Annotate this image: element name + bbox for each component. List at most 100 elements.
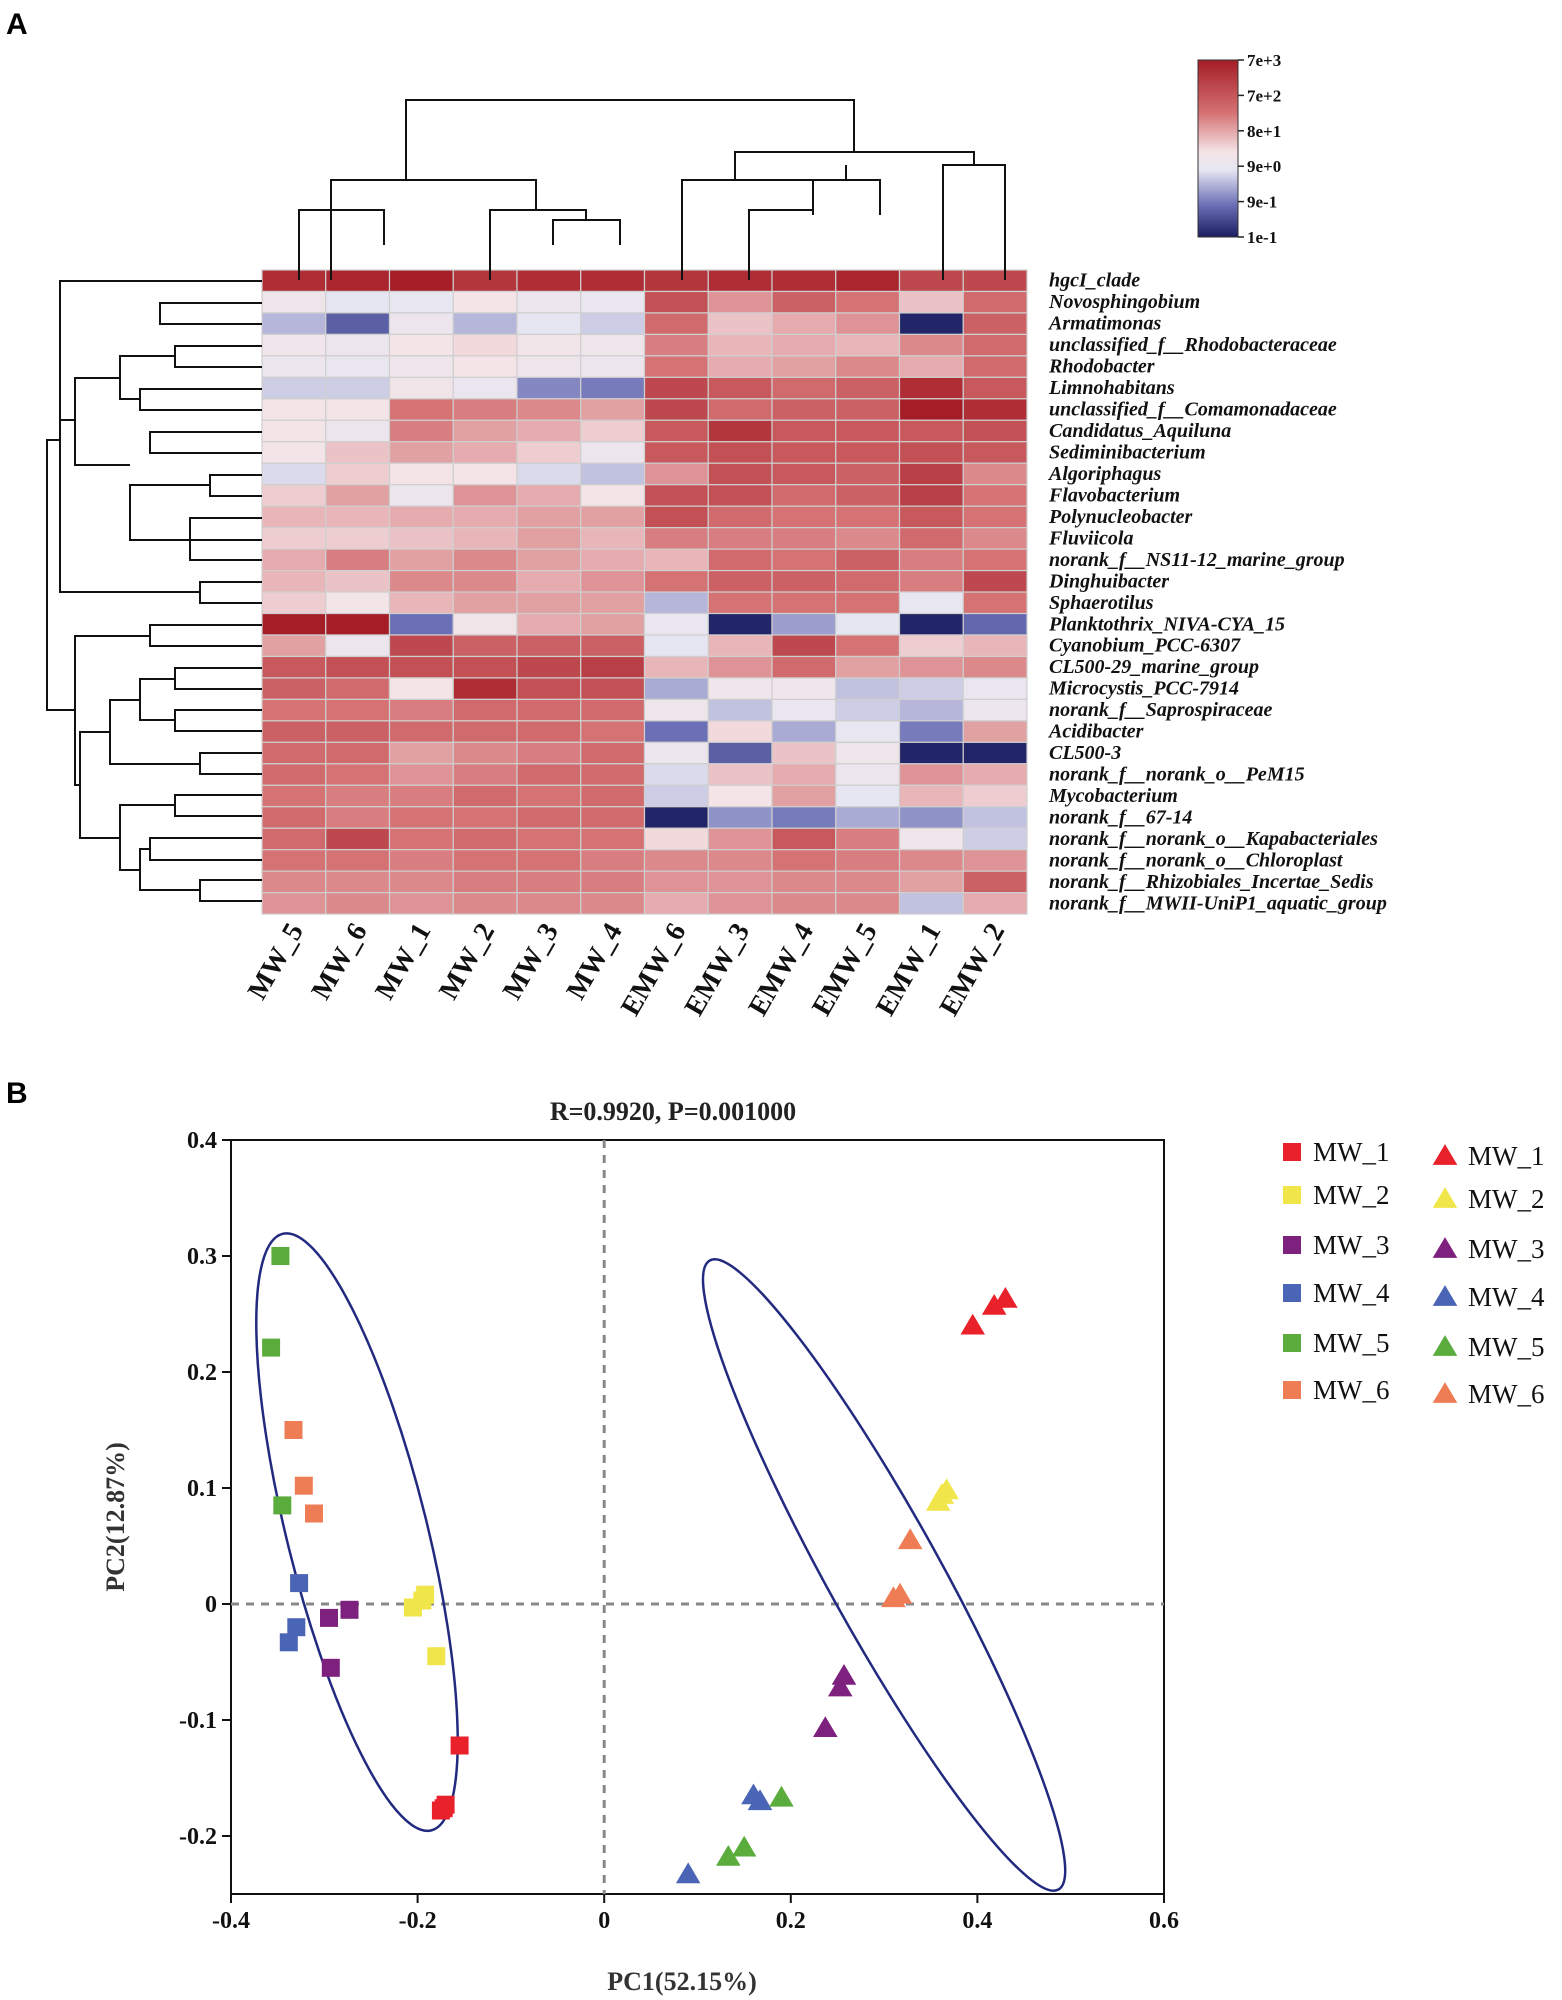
pca-legend: MW_1 MW_2 MW_3 MW_4 MW_5 MW_6 MW_1 MW_2 MW_3 MW_4… (1283, 1137, 1545, 1409)
heatmap-cell (707, 784, 773, 808)
colorbar-tick-label: 1e-1 (1247, 228, 1277, 247)
heatmap-cell (898, 677, 964, 700)
heatmap-cell (261, 892, 327, 915)
heatmap-row-label: hgcI_clade (1049, 270, 1140, 292)
heatmap-cell (898, 398, 964, 421)
heatmap-cell (643, 505, 709, 529)
data-point (881, 1586, 906, 1608)
heatmap-cell (962, 548, 1028, 572)
heatmap-cell (580, 333, 646, 357)
heatmap-cell (771, 698, 837, 722)
heatmap-cell (643, 612, 709, 636)
heatmap-cell (388, 698, 454, 722)
heatmap-cell (580, 462, 646, 486)
heatmap-cell (388, 527, 454, 550)
heatmap-cell (452, 849, 518, 872)
heatmap-cell (261, 312, 327, 336)
heatmap-cell (771, 419, 837, 443)
heatmap-cell (771, 269, 837, 293)
heatmap-column-label: MW_3 (497, 918, 565, 1005)
heatmap-cell (898, 462, 964, 486)
heatmap-cell (771, 355, 837, 378)
heatmap-cell (388, 849, 454, 872)
heatmap-cell (325, 548, 391, 572)
heatmap-cell (835, 355, 901, 378)
heatmap-cell (835, 462, 901, 486)
heatmap-cell (771, 655, 837, 679)
heatmap-cell (261, 698, 327, 722)
heatmap-cell (898, 892, 964, 915)
heatmap-cell (835, 720, 901, 743)
heatmap-cell (771, 527, 837, 550)
heatmap-row-label: Acidibacter (1047, 721, 1144, 743)
heatmap-cell (580, 720, 646, 743)
panel-a-label: A (6, 8, 28, 41)
heatmap-cell (452, 505, 518, 529)
heatmap-cell (388, 763, 454, 786)
heatmap-cell (962, 591, 1028, 615)
heatmap-cell (898, 312, 964, 336)
heatmap-cell (261, 634, 327, 658)
heatmap-cell (707, 634, 773, 658)
heatmap-cell (516, 634, 582, 658)
data-point (262, 1338, 281, 1357)
heatmap-cell (643, 634, 709, 658)
heatmap-cell (707, 763, 773, 786)
legend-label: MW_6 (1313, 1375, 1390, 1405)
heatmap-row-label: Flavobacterium (1048, 484, 1180, 506)
x-tick-label: -0.4 (212, 1908, 250, 1934)
heatmap-cell (707, 484, 773, 507)
heatmap-cell (325, 763, 391, 786)
data-point (747, 1789, 773, 1811)
legend-label: MW_5 (1468, 1332, 1545, 1362)
heatmap-cell (452, 462, 518, 486)
heatmap-cell (835, 827, 901, 851)
heatmap-cell (388, 806, 454, 829)
heatmap-cell (898, 849, 964, 872)
heatmap-cell (835, 634, 901, 658)
heatmap-cell (643, 698, 709, 722)
heatmap-cell (516, 763, 582, 786)
heatmap-cell (962, 827, 1028, 851)
heatmap-cell (643, 827, 709, 851)
heatmap-cell (898, 290, 964, 314)
heatmap-cell (898, 569, 964, 593)
heatmap-cell (516, 548, 582, 572)
y-tick-label: -0.2 (179, 1824, 217, 1850)
heatmap-cell (707, 419, 773, 443)
heatmap-cell (516, 698, 582, 722)
heatmap-cell (835, 591, 901, 615)
heatmap-row-label: Dinghuibacter (1048, 570, 1169, 592)
heatmap-cell (835, 892, 901, 915)
heatmap-cell (771, 677, 837, 700)
heatmap-cell (261, 720, 327, 743)
heatmap-cell (325, 312, 391, 336)
legend-marker (1283, 1284, 1301, 1302)
heatmap-cell (516, 870, 582, 894)
panel-b-label: B (6, 1077, 28, 1110)
heatmap-cell (452, 484, 518, 507)
heatmap-cell (516, 527, 582, 550)
heatmap-cell (835, 333, 901, 357)
heatmap-cell (771, 398, 837, 421)
heatmap-cell (580, 849, 646, 872)
heatmap-cell (835, 741, 901, 765)
heatmap-cell (771, 634, 837, 658)
heatmap-cell (643, 741, 709, 765)
legend-marker (1432, 1382, 1458, 1403)
heatmap-cell (707, 870, 773, 894)
heatmap-cell (898, 827, 964, 851)
heatmap-cell (643, 419, 709, 443)
heatmap-cell (261, 269, 327, 293)
pca-points (262, 1247, 1018, 1884)
heatmap-cell (771, 441, 837, 464)
heatmap-cell (325, 892, 391, 915)
heatmap-cell (452, 290, 518, 314)
heatmap-cell (835, 484, 901, 507)
data-point (321, 1658, 340, 1677)
heatmap-cell (388, 634, 454, 658)
heatmap-row-label: norank_f__Rhizobiales_Incertae_Sedis (1049, 871, 1374, 893)
heatmap-cell (707, 355, 773, 378)
heatmap-cell (962, 355, 1028, 378)
heatmap-cell (388, 419, 454, 443)
